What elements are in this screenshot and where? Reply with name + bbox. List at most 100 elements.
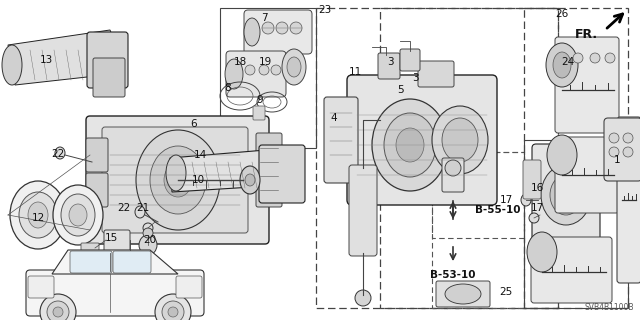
Ellipse shape <box>262 22 274 34</box>
Ellipse shape <box>547 135 577 175</box>
Text: 22: 22 <box>51 149 65 159</box>
Text: 21: 21 <box>136 203 150 213</box>
Ellipse shape <box>521 194 531 206</box>
Ellipse shape <box>225 59 243 89</box>
Bar <box>432 152 524 308</box>
FancyBboxPatch shape <box>86 138 108 172</box>
FancyBboxPatch shape <box>256 133 282 207</box>
Ellipse shape <box>143 228 153 238</box>
Bar <box>380 8 558 308</box>
Text: 6: 6 <box>191 119 197 129</box>
FancyBboxPatch shape <box>347 75 497 205</box>
FancyBboxPatch shape <box>555 137 619 213</box>
Ellipse shape <box>244 18 260 46</box>
Ellipse shape <box>623 147 633 157</box>
Text: FR.: FR. <box>575 28 598 41</box>
Ellipse shape <box>609 147 619 157</box>
Text: 14: 14 <box>193 150 207 160</box>
Ellipse shape <box>245 174 255 186</box>
Text: 20: 20 <box>143 235 157 245</box>
Ellipse shape <box>573 53 583 63</box>
Ellipse shape <box>164 163 192 197</box>
Text: 3: 3 <box>387 57 394 67</box>
Ellipse shape <box>553 52 571 78</box>
Ellipse shape <box>40 294 76 320</box>
FancyBboxPatch shape <box>86 116 269 244</box>
Ellipse shape <box>53 307 63 317</box>
Ellipse shape <box>527 232 557 272</box>
Text: B-55-10: B-55-10 <box>475 205 520 215</box>
Ellipse shape <box>162 301 184 320</box>
Text: 9: 9 <box>257 95 263 105</box>
Ellipse shape <box>19 192 57 238</box>
Ellipse shape <box>546 43 578 87</box>
FancyBboxPatch shape <box>324 97 358 183</box>
FancyBboxPatch shape <box>104 230 130 262</box>
Text: 1: 1 <box>614 155 620 165</box>
Text: 26: 26 <box>556 9 568 19</box>
Ellipse shape <box>10 181 66 249</box>
Ellipse shape <box>290 22 302 34</box>
FancyBboxPatch shape <box>113 251 151 273</box>
Ellipse shape <box>609 133 619 143</box>
Text: 3: 3 <box>412 73 419 83</box>
FancyBboxPatch shape <box>378 53 400 79</box>
Text: 12: 12 <box>31 213 45 223</box>
Ellipse shape <box>53 185 103 245</box>
Ellipse shape <box>28 202 48 228</box>
Ellipse shape <box>605 53 615 63</box>
Text: 16: 16 <box>531 183 543 193</box>
Text: 7: 7 <box>260 13 268 23</box>
Text: 18: 18 <box>234 57 246 67</box>
Ellipse shape <box>55 147 65 159</box>
FancyBboxPatch shape <box>70 251 112 273</box>
FancyBboxPatch shape <box>93 58 125 97</box>
Ellipse shape <box>139 235 157 255</box>
Text: 17: 17 <box>531 203 543 213</box>
Text: 5: 5 <box>397 85 403 95</box>
FancyBboxPatch shape <box>400 49 420 71</box>
Ellipse shape <box>432 106 488 174</box>
FancyBboxPatch shape <box>26 270 204 316</box>
Ellipse shape <box>287 57 301 77</box>
Ellipse shape <box>372 99 448 191</box>
Bar <box>432 152 524 238</box>
FancyBboxPatch shape <box>102 127 248 233</box>
Text: 10: 10 <box>191 175 205 185</box>
Ellipse shape <box>384 113 436 177</box>
Ellipse shape <box>135 206 145 218</box>
Ellipse shape <box>445 284 481 304</box>
Ellipse shape <box>259 65 269 75</box>
Polygon shape <box>52 250 178 274</box>
Ellipse shape <box>623 133 633 143</box>
Ellipse shape <box>396 128 424 162</box>
FancyBboxPatch shape <box>604 118 640 181</box>
Ellipse shape <box>47 301 69 320</box>
FancyBboxPatch shape <box>617 117 640 283</box>
Text: 24: 24 <box>561 57 575 67</box>
Ellipse shape <box>240 166 260 194</box>
FancyBboxPatch shape <box>253 106 265 120</box>
Ellipse shape <box>168 307 178 317</box>
FancyBboxPatch shape <box>87 32 128 88</box>
Bar <box>524 140 628 308</box>
Bar <box>316 8 558 308</box>
Ellipse shape <box>69 204 87 226</box>
Ellipse shape <box>529 213 539 223</box>
Ellipse shape <box>271 65 281 75</box>
FancyBboxPatch shape <box>259 145 305 203</box>
Ellipse shape <box>445 160 461 176</box>
Ellipse shape <box>442 118 478 162</box>
FancyBboxPatch shape <box>28 276 54 298</box>
FancyBboxPatch shape <box>532 144 600 247</box>
Ellipse shape <box>150 146 206 214</box>
Text: 13: 13 <box>40 55 52 65</box>
FancyBboxPatch shape <box>418 61 454 87</box>
Ellipse shape <box>276 22 288 34</box>
FancyBboxPatch shape <box>81 243 99 259</box>
Text: 17: 17 <box>499 195 513 205</box>
Ellipse shape <box>550 175 582 215</box>
FancyBboxPatch shape <box>244 10 312 54</box>
Text: 19: 19 <box>259 57 271 67</box>
Text: SVB4B1100B: SVB4B1100B <box>584 303 634 312</box>
